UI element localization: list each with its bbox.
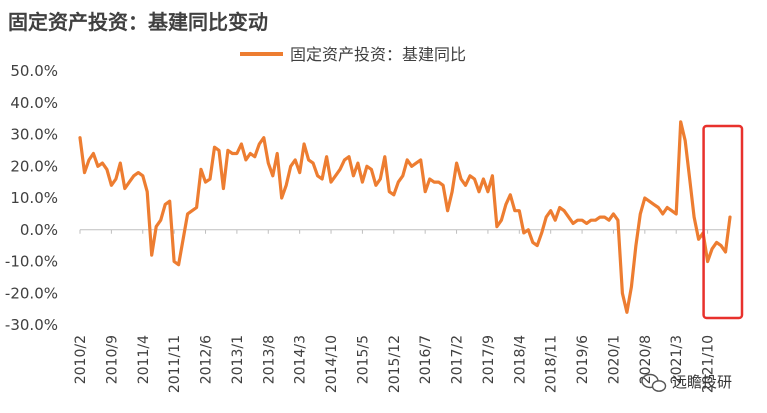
legend-label: 固定资产投资：基建同比	[290, 45, 466, 64]
x-tick-label: 2015/5	[355, 335, 371, 384]
x-tick-label: 2011/4	[136, 335, 152, 384]
y-tick-label: 40.0%	[10, 94, 58, 112]
y-tick-label: 10.0%	[10, 189, 58, 207]
x-tick-label: 2010/2	[73, 335, 89, 384]
x-tick-label: 2021/3	[669, 335, 685, 384]
x-tick-label: 2013/8	[261, 335, 277, 384]
x-tick-label: 2012/6	[199, 335, 215, 384]
y-tick-label: -20.0%	[5, 284, 58, 302]
x-tick-label: 2010/9	[104, 335, 120, 384]
y-tick-label: 20.0%	[10, 157, 58, 175]
x-tick-label: 2016/7	[418, 335, 434, 384]
watermark-text: 远瞻投研	[672, 373, 732, 391]
x-tick-label: 2019/6	[575, 335, 591, 384]
legend: 固定资产投资：基建同比	[240, 45, 466, 64]
chart-title: 固定资产投资：基建同比变动	[8, 10, 268, 34]
wechat-icon	[641, 373, 667, 392]
x-tick-label: 2020/8	[638, 335, 654, 384]
series-layer	[78, 120, 732, 314]
watermark: 远瞻投研	[641, 373, 732, 392]
x-axis: 2010/2 2010/9 2011/4 2011/11 2012/6 2013/1 201…	[73, 229, 730, 393]
x-tick-label: 2014/10	[324, 335, 340, 393]
x-tick-label: 2017/2	[450, 335, 466, 384]
x-tick-label: 2015/12	[387, 335, 403, 393]
x-tick-label: 2014/3	[293, 335, 309, 384]
y-tick-label: -10.0%	[5, 253, 58, 271]
y-tick-label: 0.0%	[20, 221, 58, 239]
x-tick-label: 2013/1	[230, 335, 246, 384]
y-tick-label: 50.0%	[10, 62, 58, 80]
x-tick-label: 2020/1	[606, 335, 622, 384]
x-tick-label: 2017/9	[481, 335, 497, 384]
series-line	[78, 120, 732, 314]
y-tick-label: -30.0%	[5, 316, 58, 334]
x-tick-label: 2021/10	[701, 335, 717, 393]
highlight-box	[702, 124, 744, 320]
y-axis: 50.0% 40.0% 30.0% 20.0% 10.0% 0.0% -10.0% -20.0…	[5, 62, 58, 334]
x-tick-label: 2011/11	[167, 335, 183, 393]
x-tick-label: 2018/4	[512, 335, 528, 384]
highlight-layer	[702, 124, 744, 320]
x-tick-label: 2018/11	[544, 335, 560, 393]
y-tick-label: 30.0%	[10, 126, 58, 144]
